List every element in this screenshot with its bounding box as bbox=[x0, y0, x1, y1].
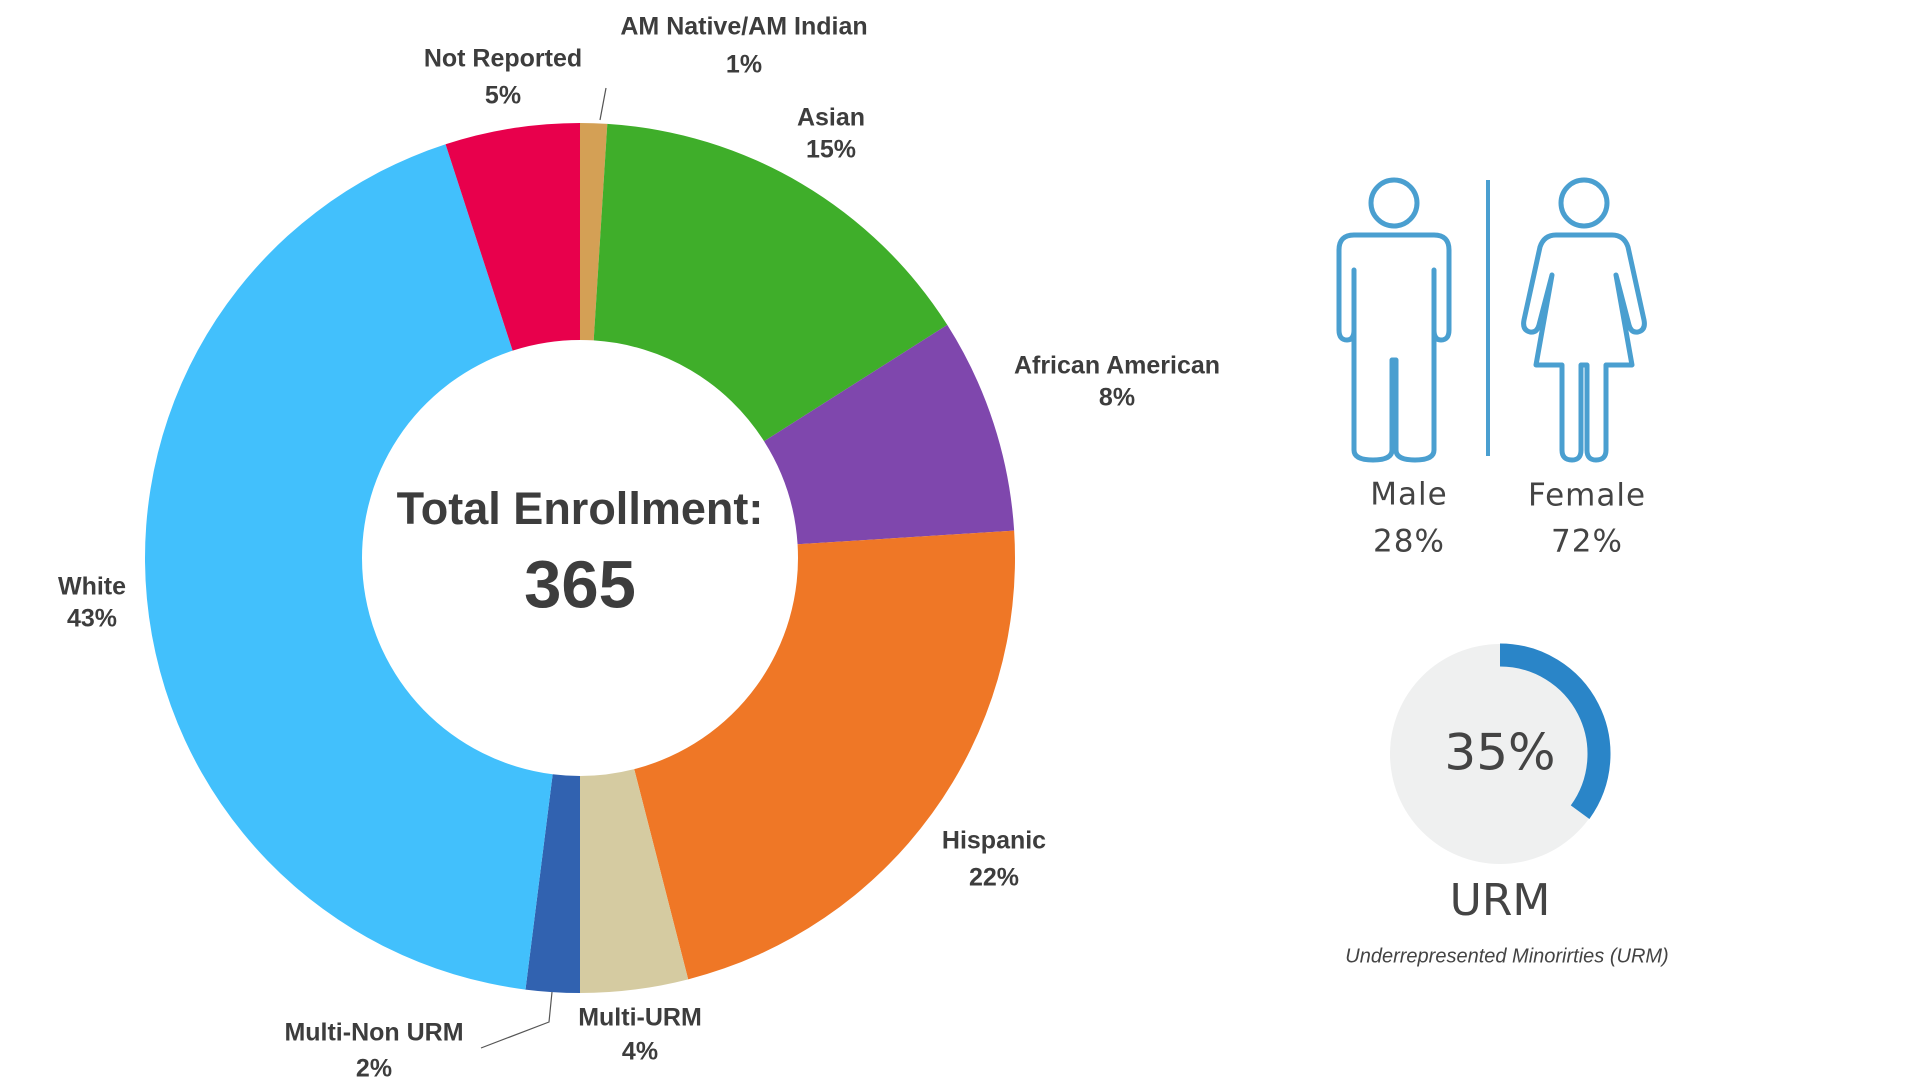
gauge-note: Underrepresented Minorirties (URM) bbox=[1345, 945, 1668, 967]
segment-label: Multi-URM bbox=[578, 1004, 702, 1032]
gender-label: Female bbox=[1528, 478, 1646, 514]
donut-segment bbox=[525, 774, 580, 993]
center-value: 365 bbox=[524, 548, 636, 623]
donut-segment bbox=[593, 123, 948, 442]
segment-label: Multi-Non URM bbox=[284, 1019, 463, 1047]
segment-label: AM Native/AM Indian bbox=[620, 13, 867, 41]
donut-segment bbox=[445, 123, 580, 351]
segment-label: African American bbox=[1014, 352, 1220, 380]
gender-value: 28% bbox=[1373, 524, 1445, 560]
donut-chart: AM Native/AM Indian 1% Asian 15% African Ame… bbox=[58, 13, 1220, 1080]
gender-icons: Male 28% Female 72% bbox=[1336, 177, 1647, 560]
leader-line bbox=[599, 87, 607, 121]
segment-label: White bbox=[58, 573, 126, 601]
segment-label: Hispanic bbox=[942, 827, 1046, 855]
segment-value: 8% bbox=[1099, 384, 1135, 412]
gauge-value: 35% bbox=[1444, 724, 1555, 782]
segment-value: 22% bbox=[969, 864, 1019, 892]
gauge-label: URM bbox=[1450, 875, 1551, 926]
segment-value: 5% bbox=[485, 82, 521, 110]
female-head bbox=[1558, 177, 1610, 229]
segment-value: 15% bbox=[806, 136, 856, 164]
male-head bbox=[1368, 177, 1420, 229]
gender-label: Male bbox=[1370, 477, 1447, 513]
gauge-arc bbox=[1499, 643, 1611, 819]
segment-label: Asian bbox=[797, 104, 865, 132]
center-title: Total Enrollment: bbox=[397, 483, 764, 534]
male-body bbox=[1336, 232, 1452, 463]
segment-label: Not Reported bbox=[424, 45, 582, 73]
donut-segment bbox=[634, 530, 1015, 980]
donut-segment bbox=[144, 144, 553, 990]
donut-segment bbox=[764, 324, 1015, 545]
segment-value: 4% bbox=[622, 1038, 658, 1066]
gender-value: 72% bbox=[1551, 524, 1623, 560]
donut-segment bbox=[580, 769, 689, 993]
urm-gauge bbox=[1390, 643, 1611, 864]
leader-line bbox=[480, 991, 553, 1049]
donut-segment bbox=[580, 123, 608, 341]
segment-value: 2% bbox=[356, 1055, 392, 1080]
gauge-background bbox=[1390, 644, 1610, 864]
segment-value: 43% bbox=[67, 605, 117, 633]
segment-value: 1% bbox=[726, 51, 762, 79]
female-body bbox=[1521, 232, 1647, 463]
